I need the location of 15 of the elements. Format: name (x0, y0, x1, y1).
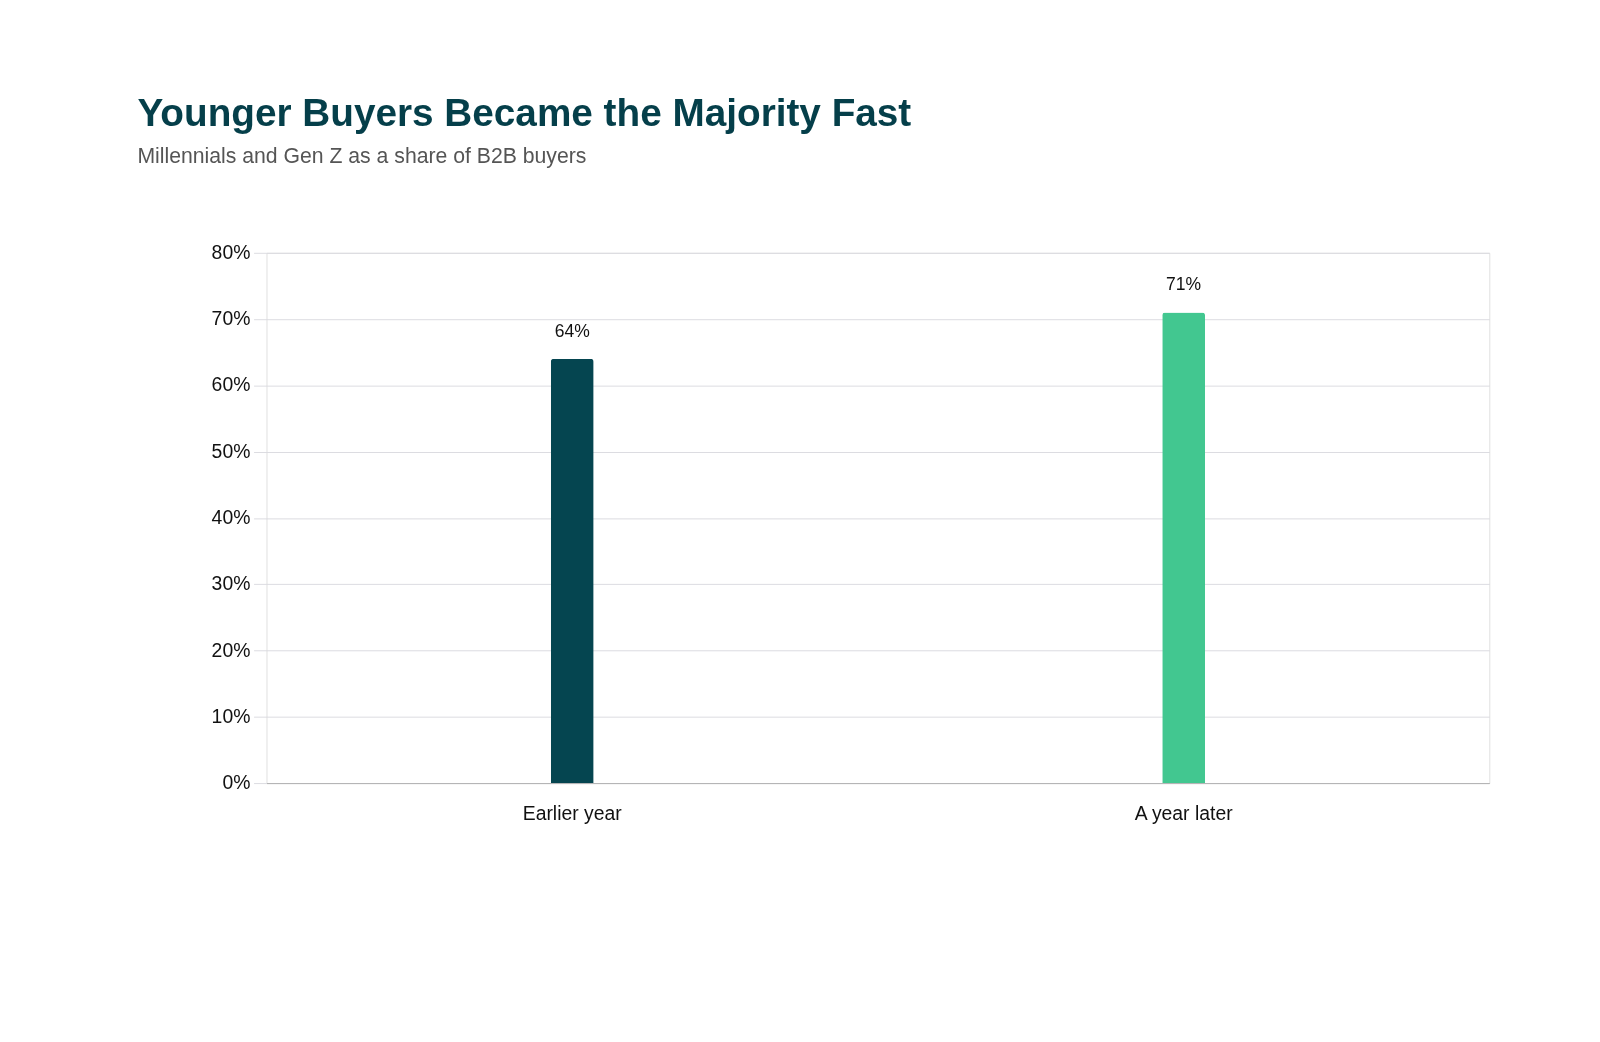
y-tick-label: 80% (211, 240, 251, 263)
x-tick-label: Earlier year (522, 801, 623, 824)
y-tick-label: 10% (211, 704, 251, 727)
y-tick-label: 50% (211, 439, 251, 462)
x-tick-label: A year later (1134, 801, 1234, 824)
y-tick-label: 70% (211, 307, 251, 330)
chart-subtitle: Millennials and Gen Z as a share of B2B buyers (137, 144, 587, 169)
y-tick-label: 20% (211, 638, 251, 661)
y-tick-label: 40% (211, 505, 251, 528)
data-label: 71% (1166, 274, 1202, 295)
y-tick-label: 60% (211, 373, 251, 396)
chart-title: Younger Buyers Became the Majority Fast (137, 90, 912, 134)
y-tick-label: 0% (222, 771, 251, 794)
y-tick-label: 30% (211, 572, 251, 595)
data-label: 64% (554, 320, 590, 341)
